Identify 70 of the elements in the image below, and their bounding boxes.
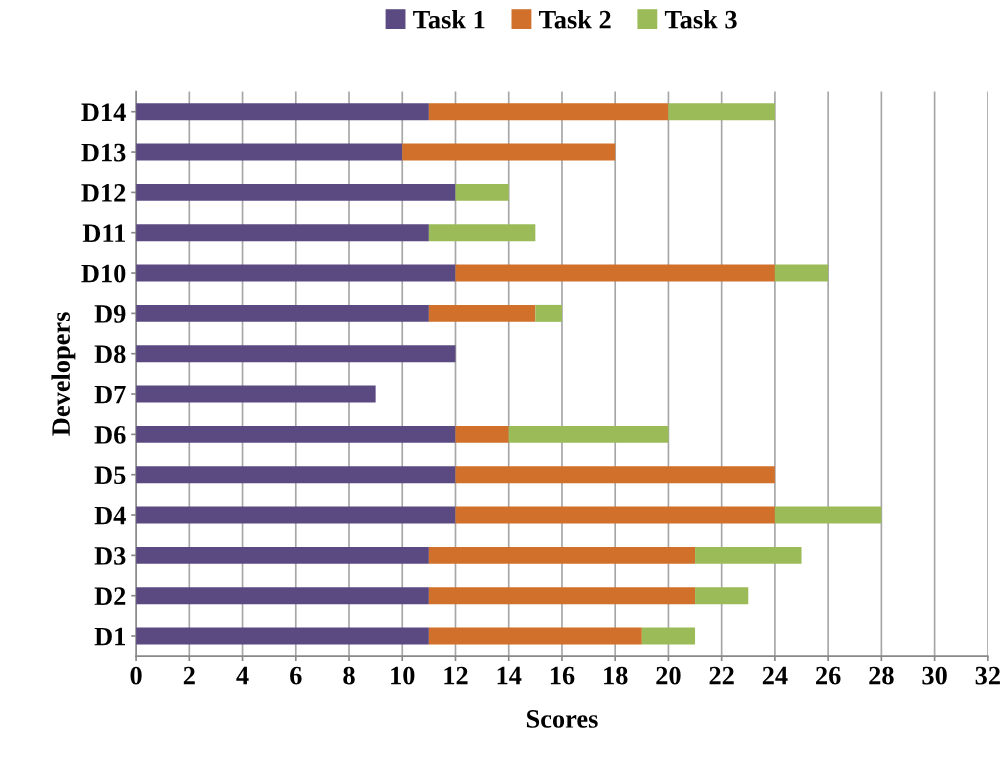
bar: [641, 627, 696, 645]
x-tick-label: 22: [709, 666, 734, 685]
x-tick-label: 24: [762, 666, 788, 685]
x-tick-label: 30: [922, 666, 947, 685]
bar: [428, 103, 669, 121]
bar: [695, 587, 749, 605]
x-tick-label: 14: [497, 666, 522, 685]
legend-label: Task 1: [413, 10, 485, 29]
bar: [428, 587, 696, 605]
bar: [136, 425, 456, 443]
y-tick-label: D6: [94, 426, 126, 444]
bar: [136, 304, 429, 322]
bar: [455, 506, 775, 524]
bar: [136, 506, 456, 524]
bar: [136, 546, 429, 564]
bar: [668, 103, 775, 121]
x-tick-label: 26: [816, 666, 841, 685]
bar: [136, 183, 456, 201]
bar: [455, 264, 775, 282]
legend-label: Task 2: [539, 10, 611, 29]
bar: [136, 224, 429, 242]
y-tick-label: D5: [94, 466, 126, 485]
y-tick-label: D10: [81, 264, 126, 283]
y-tick-label: D11: [82, 224, 125, 242]
y-tick-label: D7: [94, 385, 126, 404]
x-axis-title: Scores: [526, 710, 598, 728]
bar: [136, 264, 456, 282]
x-tick-label: 32: [975, 666, 1000, 685]
y-tick-label: D14: [81, 103, 126, 121]
x-tick-label: 28: [869, 666, 894, 685]
y-tick-label: D12: [81, 184, 126, 202]
bar: [428, 304, 536, 322]
y-tick-label: D4: [94, 506, 126, 525]
x-tick-label: 18: [604, 666, 628, 685]
bar: [455, 466, 775, 484]
x-tick-label: 16: [550, 666, 575, 685]
x-tick-label: 10: [391, 666, 415, 685]
bar: [455, 183, 509, 201]
y-tick-label: D9: [94, 305, 126, 323]
y-tick-label: D3: [94, 547, 126, 565]
bar: [428, 546, 696, 564]
x-tick-label: 8: [343, 666, 355, 685]
bar: [136, 627, 429, 645]
bar: [136, 103, 429, 121]
y-tick-label: D1: [94, 627, 125, 646]
y-tick-label: D8: [94, 345, 126, 364]
bar: [136, 587, 429, 605]
x-tick-label: 20: [656, 666, 681, 685]
bar: [136, 385, 376, 403]
x-tick-label: 6: [290, 666, 302, 685]
bar: [428, 224, 536, 242]
bar: [455, 425, 509, 443]
bar: [695, 546, 802, 564]
bar: [774, 506, 882, 524]
bar: [428, 627, 642, 645]
bar: [402, 143, 616, 161]
bar: [774, 264, 829, 282]
x-tick-label: 0: [130, 666, 142, 685]
y-tick-label: D13: [81, 143, 126, 162]
bar: [136, 345, 456, 363]
y-axis-title: Developers: [51, 312, 76, 436]
y-tick-label: D2: [94, 587, 126, 605]
x-tick-label: 12: [444, 666, 468, 685]
bar: [136, 466, 456, 484]
bar: [535, 304, 562, 322]
x-tick-label: 4: [236, 666, 249, 685]
x-tick-label: 2: [183, 666, 195, 685]
legend-label: Task 3: [664, 10, 737, 29]
bar: [508, 425, 669, 443]
bar: [136, 143, 403, 161]
